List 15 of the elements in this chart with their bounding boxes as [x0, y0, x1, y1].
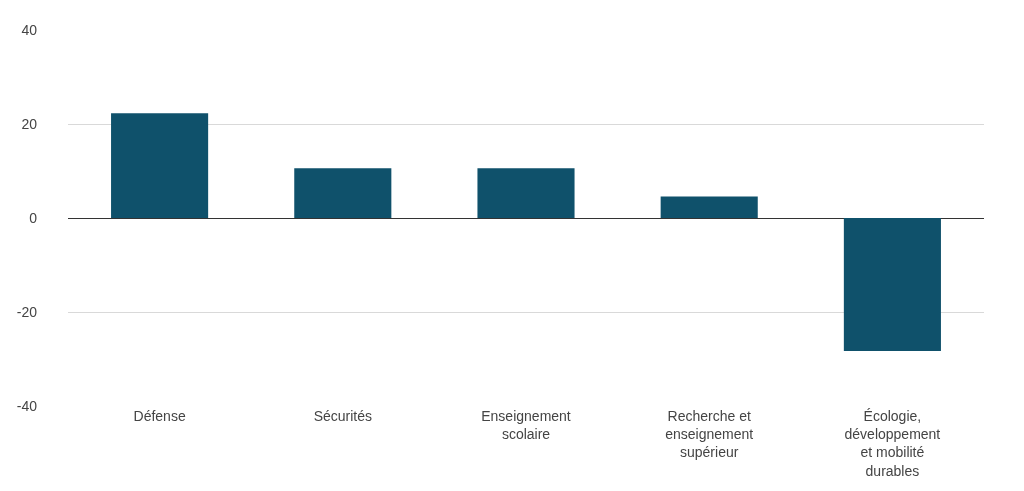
bar [111, 113, 209, 218]
x-tick-label: Enseignement scolaire [481, 408, 571, 443]
bar [294, 168, 392, 218]
y-tick-label: 40 [21, 21, 38, 38]
x-tick-label: Sécurités [313, 408, 372, 424]
x-tick-label: Recherche et enseignement supérieur [665, 408, 754, 461]
bar [660, 196, 758, 218]
y-tick-label: -40 [16, 397, 38, 414]
x-tick-label: Défense [133, 408, 186, 424]
bar [477, 168, 575, 218]
y-tick-label: 0 [29, 209, 38, 226]
bar [843, 218, 941, 352]
y-tick-label: 20 [21, 115, 38, 132]
x-tick-label: Écologie, développement et mobilité durables [844, 408, 941, 479]
y-tick-label: -20 [16, 303, 38, 320]
